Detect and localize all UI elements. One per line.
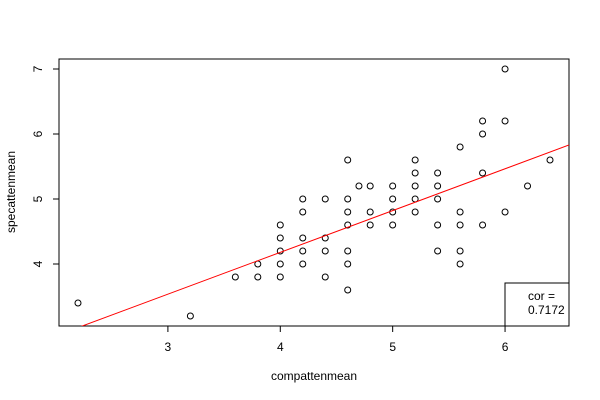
point <box>299 247 307 255</box>
point <box>231 273 239 281</box>
point <box>479 130 487 138</box>
point <box>389 182 397 190</box>
point <box>299 208 307 216</box>
point <box>344 208 352 216</box>
x-tick-label: 5 <box>389 340 396 354</box>
point <box>434 182 442 190</box>
y-tick-label: 4 <box>31 260 45 267</box>
point <box>501 117 509 125</box>
point <box>344 247 352 255</box>
point <box>276 221 284 229</box>
plot-frame <box>58 58 570 327</box>
point <box>344 195 352 203</box>
point <box>434 169 442 177</box>
point <box>74 299 82 307</box>
y-tick-label: 6 <box>31 130 45 137</box>
point <box>456 260 464 268</box>
point <box>546 156 554 164</box>
point <box>389 195 397 203</box>
legend-box <box>504 282 570 327</box>
point <box>344 221 352 229</box>
point <box>524 182 532 190</box>
point <box>434 195 442 203</box>
point <box>456 143 464 151</box>
regression-line <box>80 144 569 326</box>
point <box>389 221 397 229</box>
point <box>276 260 284 268</box>
point <box>479 169 487 177</box>
x-tick-label: 3 <box>165 340 172 354</box>
point <box>456 247 464 255</box>
point <box>355 182 363 190</box>
point <box>321 247 329 255</box>
point <box>434 221 442 229</box>
point <box>434 247 442 255</box>
legend-text: cor = <box>528 289 555 303</box>
point <box>366 208 374 216</box>
point <box>411 208 419 216</box>
point <box>299 234 307 242</box>
point <box>344 156 352 164</box>
point <box>411 156 419 164</box>
x-tick-label: 4 <box>277 340 284 354</box>
point <box>456 208 464 216</box>
point <box>321 234 329 242</box>
point <box>299 195 307 203</box>
y-axis-label: specattenmean <box>4 151 18 233</box>
point <box>276 273 284 281</box>
point <box>479 117 487 125</box>
point <box>411 182 419 190</box>
point <box>299 260 307 268</box>
point <box>411 169 419 177</box>
point <box>276 234 284 242</box>
legend-text: 0.7172 <box>528 303 565 317</box>
point <box>186 312 194 320</box>
point <box>456 221 464 229</box>
point <box>321 195 329 203</box>
point <box>501 65 509 73</box>
point <box>479 221 487 229</box>
point <box>321 273 329 281</box>
point <box>366 182 374 190</box>
x-axis-label: compattenmean <box>271 369 357 383</box>
point <box>254 273 262 281</box>
point <box>344 286 352 294</box>
point <box>366 221 374 229</box>
y-tick-label: 5 <box>31 195 45 202</box>
y-tick-label: 7 <box>31 65 45 72</box>
point <box>344 260 352 268</box>
point <box>501 208 509 216</box>
x-tick-label: 6 <box>502 340 509 354</box>
